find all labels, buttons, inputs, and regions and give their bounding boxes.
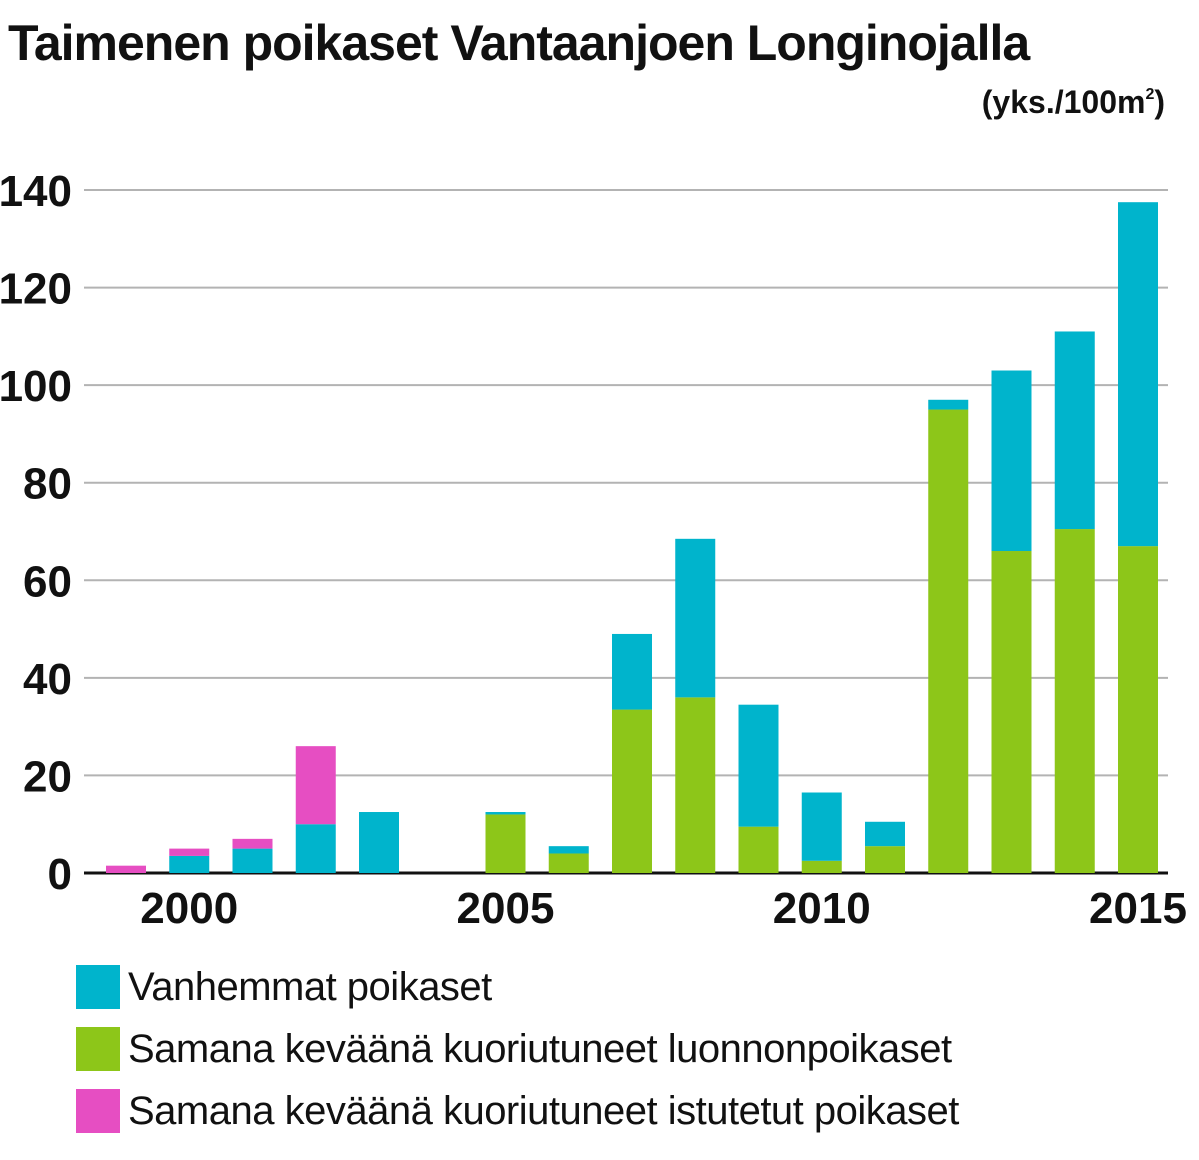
x-tick-labels: 2000 2005 2010 2015 — [140, 884, 1187, 933]
bar-2009-older — [738, 704, 779, 827]
unit-close: ) — [1154, 84, 1165, 120]
bar-2003-older — [359, 812, 399, 873]
legend-label-stocked: Samana keväänä kuoriutuneet istutetut po… — [128, 1088, 959, 1133]
bar-2006-natural — [548, 853, 589, 873]
legend-item-natural: Samana keväänä kuoriutuneet luonnonpoika… — [76, 1024, 959, 1074]
grid-lines — [84, 189, 1168, 875]
bar-2012-natural — [928, 409, 969, 873]
bar-2005-natural — [485, 814, 526, 873]
unit-superscript: 2 — [1145, 86, 1155, 103]
bar-2000-older — [169, 855, 210, 873]
bar-2007-natural — [612, 709, 652, 873]
bar-2008-older — [675, 538, 716, 698]
bar-1999-stocked — [106, 865, 146, 873]
bar-2000-stocked — [169, 848, 210, 856]
bar-2015-older — [1118, 202, 1158, 547]
bar-2013-natural — [991, 551, 1032, 873]
stacked-bar-chart: 0 20 40 60 80 100 120 140 2000 2005 2010 2015 — [0, 167, 1187, 933]
legend-swatch-older — [76, 965, 120, 1009]
y-tick-label-140: 140 — [0, 167, 72, 216]
bar-2014-natural — [1054, 529, 1095, 873]
bar-2002-stocked — [295, 746, 336, 825]
bar-2013-older — [991, 370, 1032, 552]
y-tick-label-120: 120 — [0, 265, 72, 314]
bar-2010-natural — [801, 860, 842, 873]
bar-2001-stocked — [232, 838, 273, 849]
y-tick-labels: 0 20 40 60 80 100 120 140 — [0, 167, 72, 899]
bar-2010-older — [801, 792, 842, 861]
legend: Vanhemmat poikaset Samana keväänä kuoriu… — [76, 962, 959, 1148]
bar-2005-older — [485, 812, 526, 815]
y-tick-label-40: 40 — [23, 655, 72, 704]
y-tick-label-100: 100 — [0, 362, 72, 411]
bar-2002-older — [295, 824, 336, 873]
x-tick-label-2010: 2010 — [773, 884, 871, 933]
y-tick-label-80: 80 — [23, 460, 72, 509]
legend-swatch-stocked — [76, 1089, 120, 1133]
bar-2006-older — [548, 846, 589, 854]
bar-2015-natural — [1118, 546, 1158, 873]
bar-2012-older — [928, 399, 969, 410]
bar-2011-older — [865, 821, 905, 847]
legend-item-stocked: Samana keväänä kuoriutuneet istutetut po… — [76, 1086, 959, 1136]
legend-swatch-natural — [76, 1027, 120, 1071]
chart-title: Taimenen poikaset Vantaanjoen Longinojal… — [8, 15, 1030, 71]
y-unit-label: (yks./100m2) — [982, 84, 1165, 121]
legend-item-older: Vanhemmat poikaset — [76, 962, 959, 1012]
x-tick-label-2000: 2000 — [140, 884, 238, 933]
y-tick-label-20: 20 — [23, 752, 72, 801]
bars — [106, 202, 1158, 873]
bar-2011-natural — [865, 846, 905, 873]
x-tick-label-2015: 2015 — [1089, 884, 1187, 933]
legend-label-natural: Samana keväänä kuoriutuneet luonnonpoika… — [128, 1026, 952, 1071]
bar-2008-natural — [675, 697, 716, 873]
x-tick-label-2005: 2005 — [457, 884, 555, 933]
unit-text: (yks./100m — [981, 84, 1146, 120]
bar-2014-older — [1054, 331, 1095, 530]
legend-label-older: Vanhemmat poikaset — [128, 964, 492, 1009]
bar-2009-natural — [738, 826, 779, 873]
bar-2001-older — [232, 848, 273, 873]
y-tick-label-0: 0 — [48, 850, 72, 899]
bar-2007-older — [612, 633, 652, 710]
y-tick-label-60: 60 — [23, 557, 72, 606]
